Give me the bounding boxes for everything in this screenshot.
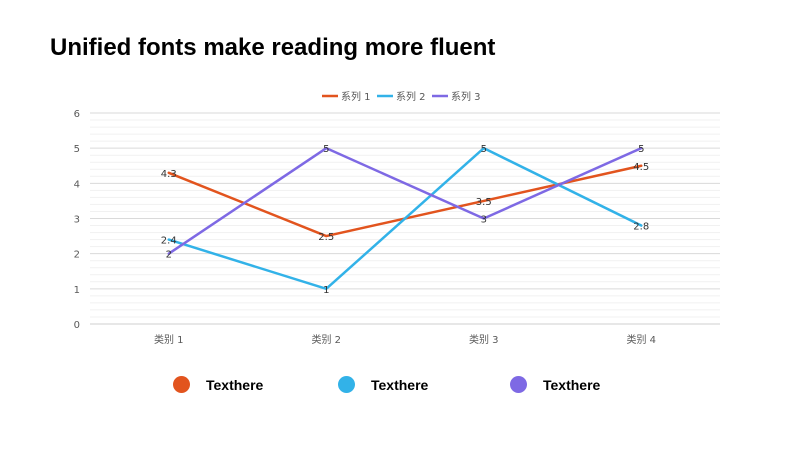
data-label: 3 (481, 215, 487, 226)
y-axis-tick-labels: 0 1 2 3 4 5 6 (74, 109, 80, 331)
chart-legend: 系列 1 系列 2 系列 3 (322, 90, 481, 103)
y-tick-label: 5 (74, 144, 80, 155)
data-label: 5 (481, 144, 487, 155)
bottom-legend-item-3: Texthere (510, 376, 600, 393)
data-label: 4.3 (161, 169, 177, 180)
legend-dot-icon (173, 376, 190, 393)
bottom-legend-label: Texthere (371, 376, 429, 393)
x-tick-label: 类别 4 (626, 333, 656, 346)
y-tick-label: 0 (74, 320, 80, 331)
data-label: 1 (323, 285, 329, 296)
data-label: 4.5 (633, 162, 649, 173)
y-tick-label: 3 (74, 215, 80, 226)
data-label: 2.4 (161, 236, 177, 247)
data-label: 5 (323, 144, 329, 155)
legend-label: 系列 1 (341, 90, 371, 103)
series-line-3 (167, 146, 643, 255)
bottom-legend-item-2: Texthere (338, 376, 428, 393)
bottom-legend-item-1: Texthere (173, 376, 263, 393)
data-label: 2.8 (633, 222, 649, 233)
x-axis-tick-labels: 类别 1 类别 2 类别 3 类别 4 (154, 333, 656, 346)
bottom-legend: Texthere Texthere Texthere (0, 376, 800, 400)
y-tick-label: 1 (74, 285, 80, 296)
slide-title: Unified fonts make reading more fluent (50, 34, 496, 61)
bottom-legend-label: Texthere (206, 376, 264, 393)
data-labels: 4.3 2.5 3.5 4.5 2.4 1 5 2.8 2 5 3 5 (161, 144, 649, 296)
series-lines (167, 146, 643, 291)
y-tick-label: 2 (74, 250, 80, 261)
data-label: 2 (166, 250, 172, 261)
series-line-2 (167, 146, 643, 291)
y-tick-label: 4 (74, 179, 80, 190)
data-label: 2.5 (318, 232, 334, 243)
x-tick-label: 类别 1 (154, 333, 184, 346)
x-tick-label: 类别 2 (311, 333, 341, 346)
legend-dot-icon (510, 376, 527, 393)
bottom-legend-label: Texthere (543, 376, 601, 393)
data-label: 3.5 (476, 197, 492, 208)
x-tick-label: 类别 3 (469, 333, 499, 346)
legend-label: 系列 2 (396, 90, 426, 103)
legend-label: 系列 3 (451, 90, 481, 103)
y-tick-label: 6 (74, 109, 80, 120)
data-label: 5 (638, 144, 644, 155)
legend-dot-icon (338, 376, 355, 393)
